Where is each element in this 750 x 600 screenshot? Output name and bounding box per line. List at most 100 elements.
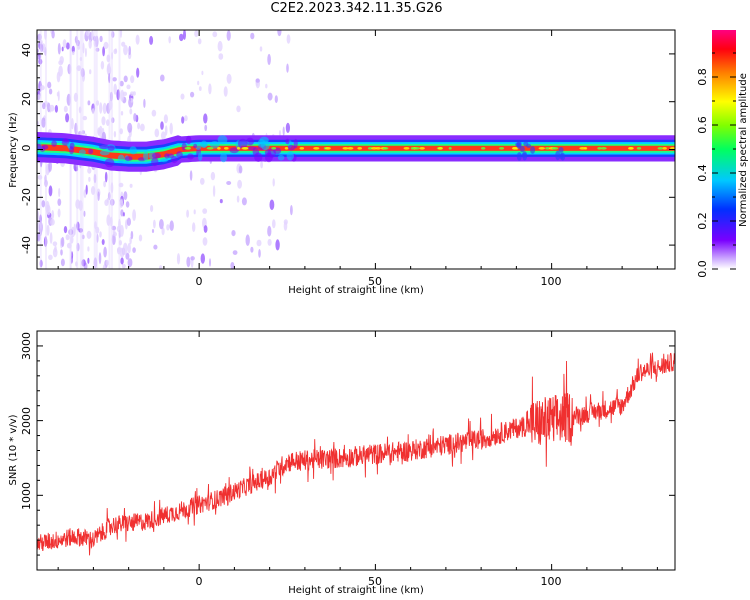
- spectrogram-noise-blob: [160, 121, 164, 130]
- spectrogram-noise-blob: [161, 227, 165, 236]
- spectrogram-noise-blob: [166, 224, 170, 231]
- ridge-speckle: [347, 147, 354, 150]
- spectrogram-noise-blob: [85, 184, 88, 195]
- spectrogram-noise-blob: [232, 250, 238, 256]
- spectrogram-noise-blob: [250, 246, 254, 253]
- ridge-disturbance-blob: [558, 147, 564, 153]
- spectrogram-noise-blob: [223, 86, 228, 97]
- top-x-axis-label: Height of straight line (km): [288, 285, 424, 296]
- spectrogram-noise-blob: [149, 35, 154, 45]
- ridge-spread-blob: [176, 151, 183, 159]
- bottom-y-tick-3000: 3000: [20, 332, 33, 360]
- spectrogram-noise-blob: [57, 208, 61, 218]
- colorbar-tick-0.6: 0.6: [696, 116, 709, 134]
- ridge-disturbance-blob: [516, 141, 522, 148]
- spectrogram-noise-blob: [122, 242, 128, 255]
- spectrogram-noise-blob: [255, 78, 260, 83]
- spectrogram-noise-blob: [50, 218, 55, 226]
- spectrogram-noise-blob: [128, 45, 131, 56]
- spectrogram-noise-blob: [103, 41, 109, 50]
- spectrogram-noise-blob: [202, 237, 208, 246]
- spectrogram-noise-blob: [119, 224, 124, 237]
- spectrogram-noise-blob: [180, 93, 185, 100]
- spectrogram-noise-blob: [164, 125, 168, 136]
- spectrogram-noise-blob: [258, 249, 261, 258]
- spectrogram-noise-blob: [153, 219, 156, 229]
- ridge-speckle: [597, 147, 602, 150]
- ridge-spread-blob: [104, 158, 115, 168]
- ridge-spread-blob: [285, 138, 290, 145]
- spectrogram-noise-blob: [236, 195, 240, 203]
- spectrogram-noise-blob: [51, 210, 55, 220]
- ridge-speckle: [628, 147, 634, 150]
- ridge-speckle: [448, 147, 452, 150]
- spectrogram-noise-blob: [66, 42, 70, 50]
- spectrogram-noise-blob: [137, 122, 141, 130]
- bottom-x-tick-100: 100: [541, 575, 562, 588]
- ridge-spread-blob: [257, 138, 266, 148]
- spectrogram-noise-blob: [129, 108, 133, 115]
- spectrogram-noise-blob: [265, 83, 268, 89]
- ridge-spread-blob: [98, 144, 109, 150]
- spectrogram-noise-blob: [283, 219, 288, 225]
- spectrogram-noise-blob: [100, 60, 105, 70]
- bottom-x-axis-label: Height of straight line (km): [288, 585, 424, 596]
- bottom-x-tick-50: 50: [368, 575, 382, 588]
- spectrogram-noise-blob: [126, 217, 131, 226]
- ridge-spread-blob: [200, 140, 208, 148]
- spectrogram-noise-blob: [71, 45, 75, 54]
- spectrogram-noise-blob: [41, 200, 46, 208]
- spectrogram-noise-blob: [203, 225, 208, 233]
- spectrogram-noise-blob: [37, 209, 40, 222]
- bottom-y-axis-label: SNR (10 * v/v): [8, 414, 19, 485]
- ridge-speckle: [224, 147, 229, 150]
- spectrogram-noise-blob: [123, 191, 128, 201]
- ridge-spread-blob: [217, 135, 228, 145]
- spectrogram-noise-blob: [143, 98, 146, 108]
- spectrogram-noise-blob: [62, 39, 67, 49]
- spectrogram-plot: 0 50 100 Height of straight line (km) 40…: [8, 29, 676, 296]
- spectrogram-noise-blob: [123, 75, 128, 83]
- spectrogram-noise-blob: [97, 191, 100, 201]
- ridge-disturbance-blob: [521, 152, 527, 158]
- spectrogram-noise-blob: [99, 125, 103, 134]
- ridge-speckle: [538, 147, 545, 150]
- spectrogram-noise-blob: [47, 81, 52, 89]
- ridge-spread-blob: [209, 141, 220, 149]
- spectrogram-noise-blob: [130, 75, 135, 84]
- spectrogram-noise-blob: [217, 40, 223, 52]
- spectrogram-noise-blob: [103, 246, 107, 258]
- spectrogram-noise-blob: [57, 43, 61, 55]
- spectrogram-noise-blob: [277, 30, 282, 37]
- ridge-speckle: [382, 147, 389, 150]
- spectrogram-noise-blob: [219, 199, 223, 204]
- ridge-speckle: [186, 147, 191, 150]
- spectrogram-noise-blob: [48, 254, 53, 260]
- spectrogram-noise-blob: [238, 165, 243, 174]
- ridge-spread-blob: [124, 156, 133, 162]
- spectrogram-noise-blob: [83, 210, 86, 217]
- spectrogram-noise-blob: [193, 209, 196, 215]
- spectrogram-noise-blob: [133, 113, 137, 122]
- spectrogram-noise-blob: [105, 259, 110, 266]
- spectrogram-noise-blob: [236, 105, 241, 113]
- spectrogram-noise-blob: [278, 130, 282, 137]
- spectrogram-noise-blob: [65, 234, 70, 241]
- spectrogram-noise-blob: [159, 219, 164, 230]
- spectrogram-noise-blob: [168, 36, 171, 44]
- ridge-spread-blob: [143, 151, 149, 161]
- spectrogram-noise-blob: [65, 113, 70, 123]
- ridge-disturbance-blob: [516, 152, 522, 161]
- spectrogram-noise-blob: [101, 116, 106, 126]
- spectrogram-noise-blob: [140, 123, 145, 132]
- spectrogram-noise-blob: [51, 30, 55, 39]
- spectrogram-noise-blob: [87, 167, 92, 174]
- snr-series-line: [37, 352, 675, 556]
- spectrogram-noise-blob: [99, 231, 102, 238]
- spectrogram-noise-blob: [159, 265, 163, 269]
- ridge-speckle: [410, 147, 415, 150]
- ridge-speckle: [481, 147, 486, 150]
- spectrogram-noise-blob: [58, 65, 63, 77]
- spectrogram-noise-blob: [186, 256, 191, 268]
- spectrogram-noise-blob: [123, 44, 128, 56]
